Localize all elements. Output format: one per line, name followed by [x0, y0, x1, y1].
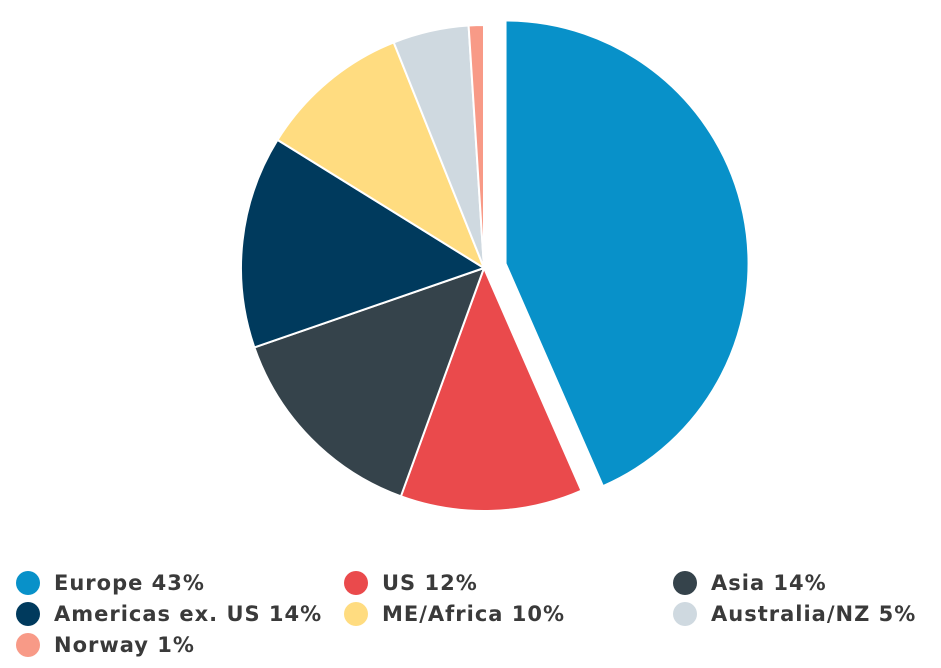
legend-item-us[interactable]: US 12% [344, 568, 478, 598]
pie-slice-europe[interactable] [504, 19, 750, 488]
legend-item-americas[interactable]: Americas ex. US 14% [16, 599, 322, 629]
legend-label-europe: Europe 43% [54, 571, 205, 595]
legend-swatch-asia [673, 571, 697, 595]
pie-slice-asia[interactable] [253, 267, 485, 498]
legend-swatch-us [344, 571, 368, 595]
legend-label-us: US 12% [382, 571, 478, 595]
legend-label-norway: Norway 1% [54, 633, 195, 657]
pie-slice-me-africa[interactable] [276, 41, 485, 269]
pie-slice-us[interactable] [399, 267, 583, 512]
pie-chart [240, 19, 750, 512]
pie-slice-norway[interactable] [467, 24, 485, 269]
legend-swatch-me-africa [344, 602, 368, 626]
legend-label-americas: Americas ex. US 14% [54, 602, 323, 626]
pie-slice-americas-ex-us[interactable] [240, 138, 485, 349]
legend-swatch-europe [16, 571, 40, 595]
legend: Europe 43% US 12% Asia 14% Americas ex. … [0, 560, 941, 668]
legend-swatch-americas [16, 602, 40, 626]
legend-item-europe[interactable]: Europe 43% [16, 568, 205, 598]
legend-label-australia-nz: Australia/NZ 5% [711, 602, 917, 626]
legend-item-australia-nz[interactable]: Australia/NZ 5% [673, 599, 916, 629]
legend-label-asia: Asia 14% [711, 571, 827, 595]
legend-item-asia[interactable]: Asia 14% [673, 568, 827, 598]
legend-swatch-norway [16, 633, 40, 657]
legend-item-me-africa[interactable]: ME/Africa 10% [344, 599, 565, 629]
legend-swatch-australia-nz [673, 602, 697, 626]
legend-item-norway[interactable]: Norway 1% [16, 630, 195, 660]
legend-label-me-africa: ME/Africa 10% [382, 602, 566, 626]
